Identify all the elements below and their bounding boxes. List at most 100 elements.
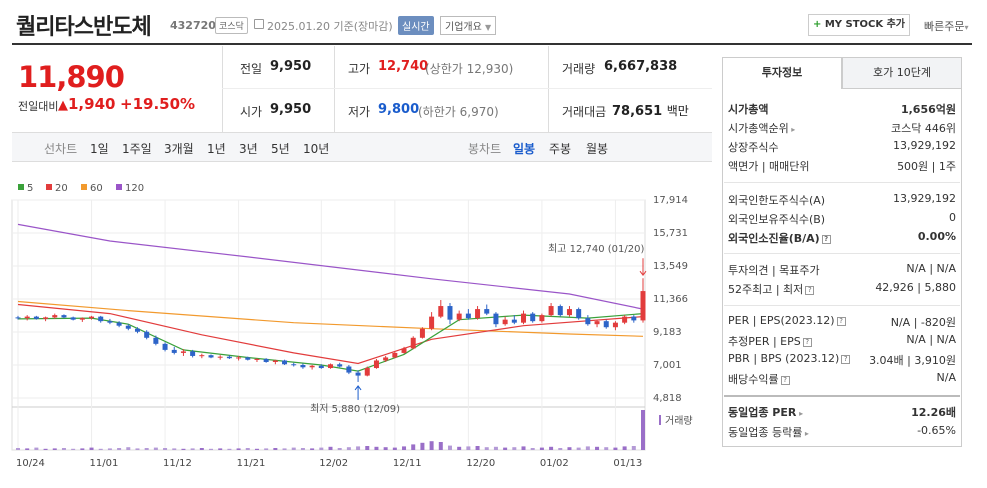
y-tick-label: 4,818 [653, 393, 682, 404]
period-5y[interactable]: 5년 [271, 142, 290, 156]
volume-bar [282, 448, 287, 450]
price-chart[interactable]: 5 20 60 120 17,914 15,731 13,549 11,366 9,183 7,0… [0, 170, 715, 488]
period-1w[interactable]: 1주일 [122, 142, 152, 156]
volume-bar [43, 448, 48, 450]
info-row: 시가총액 1,656억원 [728, 101, 956, 118]
info-value: N/A | N/A [906, 262, 956, 275]
period-10y[interactable]: 10년 [303, 142, 330, 156]
tab-invest-info[interactable]: 투자정보 [722, 57, 842, 89]
low-price: 9,800 [378, 102, 420, 117]
candle-body [52, 315, 58, 318]
volume-bar [117, 448, 122, 450]
open-label: 시가 [240, 105, 263, 119]
quick-order-label: 빠른주문 [924, 20, 965, 33]
candle-body [530, 313, 536, 322]
candle-body [199, 355, 205, 357]
company-info-dropdown[interactable]: 기업개요 ▼ [440, 16, 497, 35]
x-tick-label: 12/02 [319, 458, 348, 469]
candle-body [61, 315, 67, 318]
volume-bar [80, 448, 85, 450]
candle-body [33, 316, 39, 319]
candle-body [15, 317, 21, 319]
tab-quote-10[interactable]: 호가 10단계 [842, 57, 962, 89]
amount-unit: 백만 [666, 104, 689, 118]
volume-bar [356, 446, 361, 450]
info-label[interactable]: 동일업종 PER ▸ [728, 404, 803, 420]
volume-bar [254, 448, 259, 450]
volume-bar [365, 446, 370, 450]
candle-body [236, 357, 242, 359]
volume-bar [16, 448, 20, 450]
info-row: 외국인소진율(B/A)? 0.00% [728, 230, 956, 247]
info-row: 외국인보유주식수(B) 0 [728, 211, 956, 228]
candle-body [217, 356, 223, 358]
divider [724, 305, 960, 306]
candle-body [603, 321, 609, 328]
info-label: 추정PER | EPS? [728, 333, 812, 349]
candle-body [226, 356, 232, 359]
chevron-down-icon: ▼ [485, 23, 492, 32]
pbr-label-text: PBR | BPS (2023.12) [728, 352, 840, 365]
candle-monthly[interactable]: 월봉 [586, 142, 609, 156]
candle-body [484, 309, 490, 314]
info-icon[interactable]: ? [805, 285, 815, 295]
period-1y[interactable]: 1년 [207, 142, 226, 156]
info-value: 12.26배 [911, 406, 956, 419]
candle-body [585, 318, 591, 325]
info-label[interactable]: 동일업종 등락률 ▸ [728, 424, 809, 440]
candle-body [475, 309, 481, 319]
y-tick-label: 11,366 [653, 294, 688, 305]
lower-limit: (하한가 6,970) [418, 105, 499, 119]
y-tick-label: 15,731 [653, 228, 688, 239]
foreign-ratio-label-text: 외국인소진율(B/A) [728, 232, 820, 245]
info-panel [722, 89, 962, 447]
info-icon[interactable]: ? [802, 337, 812, 347]
volume-bar [567, 447, 572, 450]
info-icon[interactable]: ? [821, 234, 831, 244]
candle-body [502, 319, 508, 325]
volume-bar [71, 448, 76, 450]
volume-bar [107, 448, 112, 450]
info-row: 52주최고 | 최저? 42,926 | 5,880 [728, 281, 956, 298]
up-triangle-icon: ▲ [58, 98, 68, 113]
info-icon[interactable]: ? [841, 354, 851, 364]
info-icon[interactable]: ? [836, 316, 846, 326]
amount-value: 78,651 [612, 104, 663, 119]
info-icon[interactable]: ? [780, 375, 790, 385]
candle-body [410, 337, 416, 349]
period-1d[interactable]: 1일 [90, 142, 109, 156]
plus-icon: + [812, 19, 822, 30]
quick-order-dropdown[interactable]: 빠른주문▾ [924, 18, 969, 34]
period-3y[interactable]: 3년 [239, 142, 258, 156]
candle-body [493, 313, 499, 325]
candle-body [245, 357, 251, 360]
stock-code: 432720 [170, 19, 216, 32]
volume-bar [512, 447, 517, 450]
divider [724, 182, 960, 183]
info-value: 0 [949, 211, 956, 224]
volume: 6,667,838 [604, 59, 678, 74]
volume-bar [604, 447, 609, 450]
candle-body [24, 316, 30, 319]
realtime-button[interactable]: 실시간 [398, 16, 434, 35]
volume-bar [539, 447, 544, 450]
candle-body [190, 351, 196, 356]
info-tabs: 투자정보 호가 10단계 [722, 57, 962, 89]
volume-bar [264, 448, 269, 450]
x-tick-label: 01/02 [540, 458, 569, 469]
rank-label-text: 시가총액순위 [728, 122, 789, 135]
volume-bar [291, 447, 296, 450]
chevron-right-icon: ▸ [796, 409, 804, 418]
candle-body [539, 315, 545, 322]
mystock-add-button[interactable]: + MY STOCK 추가 [808, 14, 910, 36]
info-label[interactable]: 시가총액순위 ▸ [728, 120, 795, 136]
y-tick-label: 7,001 [653, 360, 682, 371]
volume-bar [61, 448, 66, 450]
period-3m[interactable]: 3개월 [164, 142, 194, 156]
info-label: 상장주식수 [728, 141, 779, 154]
candle-weekly[interactable]: 주봉 [549, 142, 572, 156]
prev-close-label: 전일 [240, 62, 263, 76]
candle-body [144, 331, 150, 338]
candle-daily[interactable]: 일봉 [513, 142, 536, 156]
header-divider [12, 43, 972, 45]
